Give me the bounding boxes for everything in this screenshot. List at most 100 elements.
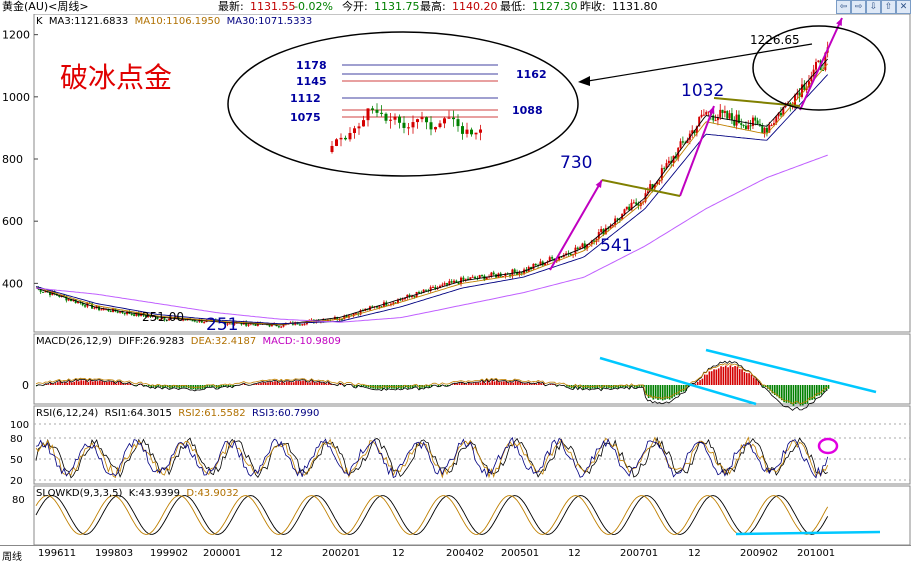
- macd-bar: [106, 382, 108, 385]
- macd-bar: [64, 382, 66, 385]
- arrow-left-icon[interactable]: ⇦: [836, 0, 851, 14]
- inset-candle-body: [425, 117, 428, 122]
- macd-bar: [751, 375, 753, 385]
- low-label: 最低:: [500, 0, 526, 14]
- rally-arrow-1: [550, 180, 602, 270]
- arrow-down-icon[interactable]: ⇩: [866, 0, 881, 14]
- rally-arrow-3: [800, 18, 842, 110]
- candle-body: [532, 264, 534, 269]
- inset-candle-body: [421, 117, 424, 119]
- candle-body: [299, 324, 301, 325]
- macd-bar: [744, 372, 746, 385]
- candle-body: [481, 275, 483, 276]
- arrow-right-icon[interactable]: ⇨: [851, 0, 866, 14]
- macd-bar: [522, 383, 524, 385]
- candle-body: [581, 243, 583, 247]
- macd-bar: [468, 383, 470, 385]
- inset-candle-body: [457, 119, 460, 126]
- macd-bar: [475, 383, 477, 385]
- candle-body: [731, 113, 733, 120]
- low-value: 1127.30: [532, 0, 578, 14]
- y-tick-label: 600: [2, 215, 23, 228]
- candle-body: [355, 313, 357, 314]
- arrow-up-icon[interactable]: ⇧: [881, 0, 896, 14]
- macd-bar: [730, 365, 732, 385]
- rsi-y-tick: 50: [10, 455, 23, 466]
- macd-bar: [298, 381, 300, 385]
- inset-candle-body: [461, 126, 464, 134]
- inset-candle-body: [466, 130, 469, 134]
- kd-k: K:43.9399: [129, 488, 180, 499]
- candle-body: [726, 111, 728, 118]
- macd-bar: [508, 383, 510, 385]
- candle-body: [757, 121, 759, 124]
- inset-candle-body: [389, 120, 392, 121]
- kd-support-line: [736, 532, 880, 534]
- macd-bar: [256, 384, 258, 385]
- macd-bar: [456, 384, 458, 385]
- candle-body: [682, 141, 684, 142]
- ma10-legend: MA10:1106.1950: [135, 16, 221, 27]
- candle-body: [780, 113, 782, 115]
- macd-bar: [80, 380, 82, 385]
- macd-bar: [713, 369, 715, 385]
- rsi3-value: RSI3:60.7990: [252, 408, 319, 419]
- macd-bar: [83, 381, 85, 385]
- macd-bar: [723, 367, 725, 385]
- inset-candle-body: [340, 138, 343, 139]
- macd-bar: [501, 382, 503, 385]
- macd-bar: [741, 369, 743, 385]
- macd-bar: [87, 382, 89, 385]
- candle-body: [418, 292, 420, 293]
- x-tick: 200201: [322, 548, 360, 559]
- prevclose-value: 1131.80: [612, 0, 658, 14]
- macd-bar: [225, 385, 227, 386]
- candle-body: [425, 290, 427, 291]
- inset-candle-body: [452, 118, 455, 119]
- inset-candle-body: [344, 138, 347, 139]
- candle-body: [551, 257, 553, 258]
- inset-candle-body: [448, 118, 451, 119]
- macd-bar: [260, 383, 262, 385]
- candle-body: [570, 254, 572, 255]
- kd-y-tick: 80: [12, 495, 25, 506]
- x-tick: 200701: [620, 548, 658, 559]
- x-tick: 200902: [740, 548, 778, 559]
- macd-bar: [307, 383, 309, 385]
- macd-bar: [309, 382, 311, 385]
- rally-arrow-2-head: [708, 106, 714, 114]
- candle-body: [771, 125, 773, 126]
- inset-candle-body: [367, 108, 370, 120]
- macd-bar: [706, 375, 708, 385]
- x-tick: 12: [270, 548, 283, 559]
- macd-bar: [454, 383, 456, 385]
- inset-candle-body: [443, 118, 446, 123]
- macd-bar: [473, 383, 475, 385]
- macd-bar: [800, 385, 802, 405]
- macd-bar: [517, 381, 519, 385]
- macd-bar: [606, 385, 608, 388]
- macd-bar: [319, 382, 321, 385]
- macd-bar: [57, 382, 59, 385]
- inset-candle-body: [331, 146, 334, 152]
- candle-body: [712, 115, 714, 120]
- annotation-541: 541: [600, 236, 632, 256]
- macd-bar: [678, 385, 680, 395]
- candle-body: [131, 314, 133, 315]
- macd-bar: [127, 383, 129, 385]
- macd-diff: DIFF:26.9283: [118, 336, 184, 347]
- inset-candle-body: [380, 113, 383, 114]
- y-tick-label: 800: [2, 153, 23, 166]
- candle-body: [747, 125, 749, 129]
- close-icon[interactable]: ✕: [896, 0, 911, 14]
- candle-body: [378, 306, 380, 307]
- macd-bar: [788, 385, 790, 403]
- neckline-1: [602, 180, 680, 196]
- macd-bar: [284, 383, 286, 385]
- macd-bar: [118, 382, 120, 385]
- candle-body: [493, 273, 495, 275]
- candle-body: [458, 282, 460, 284]
- macd-bar: [270, 382, 272, 385]
- macd-bar: [101, 381, 103, 385]
- macd-bar: [302, 381, 304, 385]
